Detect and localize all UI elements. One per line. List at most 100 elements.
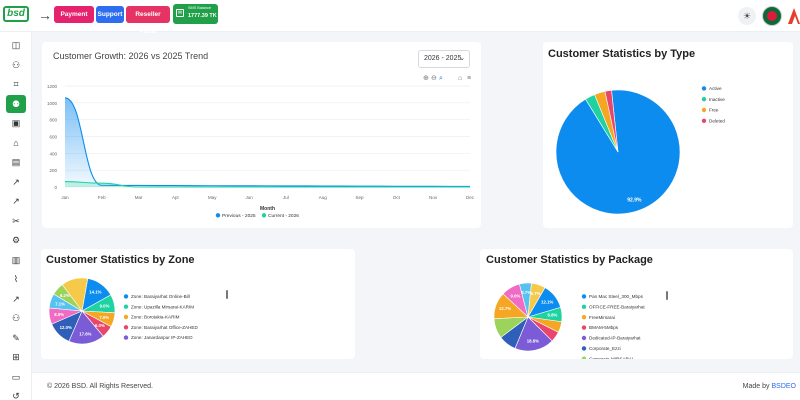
dashboard-icon[interactable]: ◫ (11, 40, 21, 50)
support-icon[interactable]: ✎ (12, 332, 20, 343)
tools-icon[interactable]: ✂ (12, 215, 20, 226)
data-label: 14.1% (89, 290, 101, 295)
made-by-prefix: Made by (742, 383, 770, 390)
legend-marker (123, 314, 129, 320)
x-tick-label: Apr (172, 195, 180, 200)
legend-marker (581, 346, 587, 351)
network-icon[interactable]: ⌗ (13, 79, 19, 89)
billing-icon[interactable]: ▣ (11, 118, 21, 128)
chart-icon[interactable]: ↗ (12, 196, 20, 206)
data-label: 92.9% (627, 198, 642, 204)
legend-scroll-handle[interactable] (666, 291, 668, 300)
data-label: 8.0% (54, 312, 64, 317)
legend-label: BMAM-5Mbps (589, 325, 619, 330)
legend-label: Previous - 2025 (222, 213, 256, 219)
legend-label: FreeMirsarai (589, 315, 615, 320)
reseller-label: Reseller Panel (135, 11, 161, 35)
customer-growth-card: Customer Growth: 2026 vs 2025 Trend 2026… (42, 42, 481, 228)
legend-marker (123, 294, 129, 299)
y-tick-label: 800 (49, 118, 57, 123)
package-pie-chart: 12.1% 6.8% 18.8% 12.7% 9.0%5.7% 6.7% Pan Mac S… (493, 282, 645, 359)
zone-pie-chart: 14.1% 9.0% 7.0% 6.0% 17.6% 12.0% 8.0% 7.1% 6.2% Z… (48, 277, 198, 345)
series-line-previous (64, 97, 471, 187)
legend-scroll-handle[interactable] (226, 290, 228, 299)
users-icon[interactable]: ⚇ (11, 59, 21, 70)
report-icon[interactable]: ↗ (12, 176, 20, 187)
package-title: Customer Statistics by Package (486, 254, 653, 266)
made-by-text: Made by BSDEO (743, 383, 796, 390)
theme-toggle-icon[interactable]: ☀ (738, 7, 756, 25)
sidebar: ◫ ⚇ ⌗ ⚉ ▣ ⌂ ▤ ↗ ↗ ✂ ⚙ ▥ ⌇ ↗ ⚇ ✎ ⊞ ▭ ↺ (0, 32, 32, 400)
team-icon[interactable]: ⚇ (11, 313, 21, 323)
sitemap-icon[interactable]: ⊞ (12, 352, 20, 362)
legend-label: Zone: Janardanpur IP-ZAHED (131, 335, 193, 340)
menu-icon[interactable]: ≡ (467, 75, 472, 82)
data-label: 9.0% (511, 293, 521, 298)
package-icon[interactable]: ▤ (11, 157, 21, 167)
support-button[interactable]: Support (96, 6, 124, 23)
history-icon[interactable]: ↺ (12, 391, 20, 400)
sms-balance-badge[interactable]: ✉ SMS Balance 1777.39 TK (173, 4, 218, 24)
olt-icon[interactable]: ⌂ (13, 137, 19, 148)
support-label: Support (97, 11, 123, 18)
year-select[interactable]: 2026 - 2025 ⌄ (418, 50, 470, 68)
y-tick-label: 0 (54, 185, 57, 190)
zoom-in-icon[interactable]: ⊕ (423, 75, 429, 82)
legend-label: Corporate-MIRSARAI (589, 356, 633, 359)
message-icon[interactable]: ▭ (11, 371, 21, 382)
series-area-current (65, 181, 470, 187)
data-label: 17.6% (79, 331, 91, 336)
document-icon[interactable]: ▥ (11, 254, 21, 265)
home-icon[interactable]: ⌂ (458, 75, 463, 82)
legend-marker (261, 213, 267, 218)
data-label: 6.2% (60, 293, 70, 298)
legend-label: Dedicated-IP-Baraiyarhat (589, 336, 641, 341)
data-label: 18.8% (527, 338, 539, 343)
y-tick-label: 600 (49, 135, 57, 140)
search-icon[interactable]: ⌕ (439, 75, 443, 82)
settings-icon[interactable]: ⚙ (11, 235, 21, 245)
x-tick-label: Jun (245, 195, 253, 200)
legend-label: Pan Mac Steel_300_Mbps (589, 294, 644, 299)
x-tick-label: Feb (98, 195, 106, 200)
zoom-out-icon[interactable]: ⊖ (431, 75, 437, 82)
legend-marker (581, 294, 587, 299)
data-label: 12.7% (499, 306, 511, 311)
legend-marker (701, 86, 707, 91)
legend-label: OFFICE-FREE-Baraiyarhat (589, 304, 645, 309)
x-tick-label: Jan (61, 195, 69, 200)
legend-marker (581, 335, 587, 341)
stats-icon[interactable]: ↗ (12, 293, 20, 304)
payment-button[interactable]: Payment (54, 6, 94, 23)
customers-icon[interactable]: ⚉ (6, 94, 26, 113)
legend-label: Zone: Borotakia-KARIM (131, 315, 180, 320)
analytics-icon[interactable]: ⌇ (13, 274, 19, 284)
legend-marker (123, 335, 129, 340)
language-flag-icon[interactable] (762, 6, 782, 26)
legend-marker (701, 107, 707, 113)
pie-slice (61, 277, 89, 312)
x-tick-label: Mar (135, 195, 143, 200)
sms-balance-label: SMS Balance (188, 6, 212, 10)
y-tick-label: 200 (49, 168, 57, 173)
x-tick-label: Aug (319, 195, 328, 200)
pie-slice (604, 90, 619, 153)
type-title: Customer Statistics by Type (548, 48, 696, 60)
y-tick-label: 1200 (47, 84, 58, 89)
pie-slice (527, 282, 546, 318)
top-bar: bsd → Payment Support Reseller Panel ✉ S… (0, 0, 800, 35)
data-label: 5.7% (521, 290, 531, 295)
type-pie-chart: 92.9% Active Inactive Free Deleted (555, 86, 725, 215)
legend-label: Zone: Baraiyarhat Office-ZAHED (131, 325, 198, 330)
x-tick-label: Dec (466, 195, 475, 200)
brand-logo[interactable]: bsd (3, 6, 29, 22)
reseller-panel-button[interactable]: Reseller Panel (126, 6, 170, 35)
message-icon: ✉ (176, 9, 184, 17)
made-by-link[interactable]: BSDEO (771, 383, 796, 390)
legend-label: Current - 2026 (268, 213, 299, 219)
data-label: 6.7% (531, 291, 541, 296)
legend-label: Deleted (709, 118, 725, 123)
customer-zone-card: Customer Statistics by Zone 14.1% 9.0% 7.0… (41, 249, 355, 359)
footer: © 2026 BSD. All Rights Reserved. Made by… (32, 372, 800, 400)
sidebar-toggle-icon[interactable]: → (38, 7, 52, 23)
